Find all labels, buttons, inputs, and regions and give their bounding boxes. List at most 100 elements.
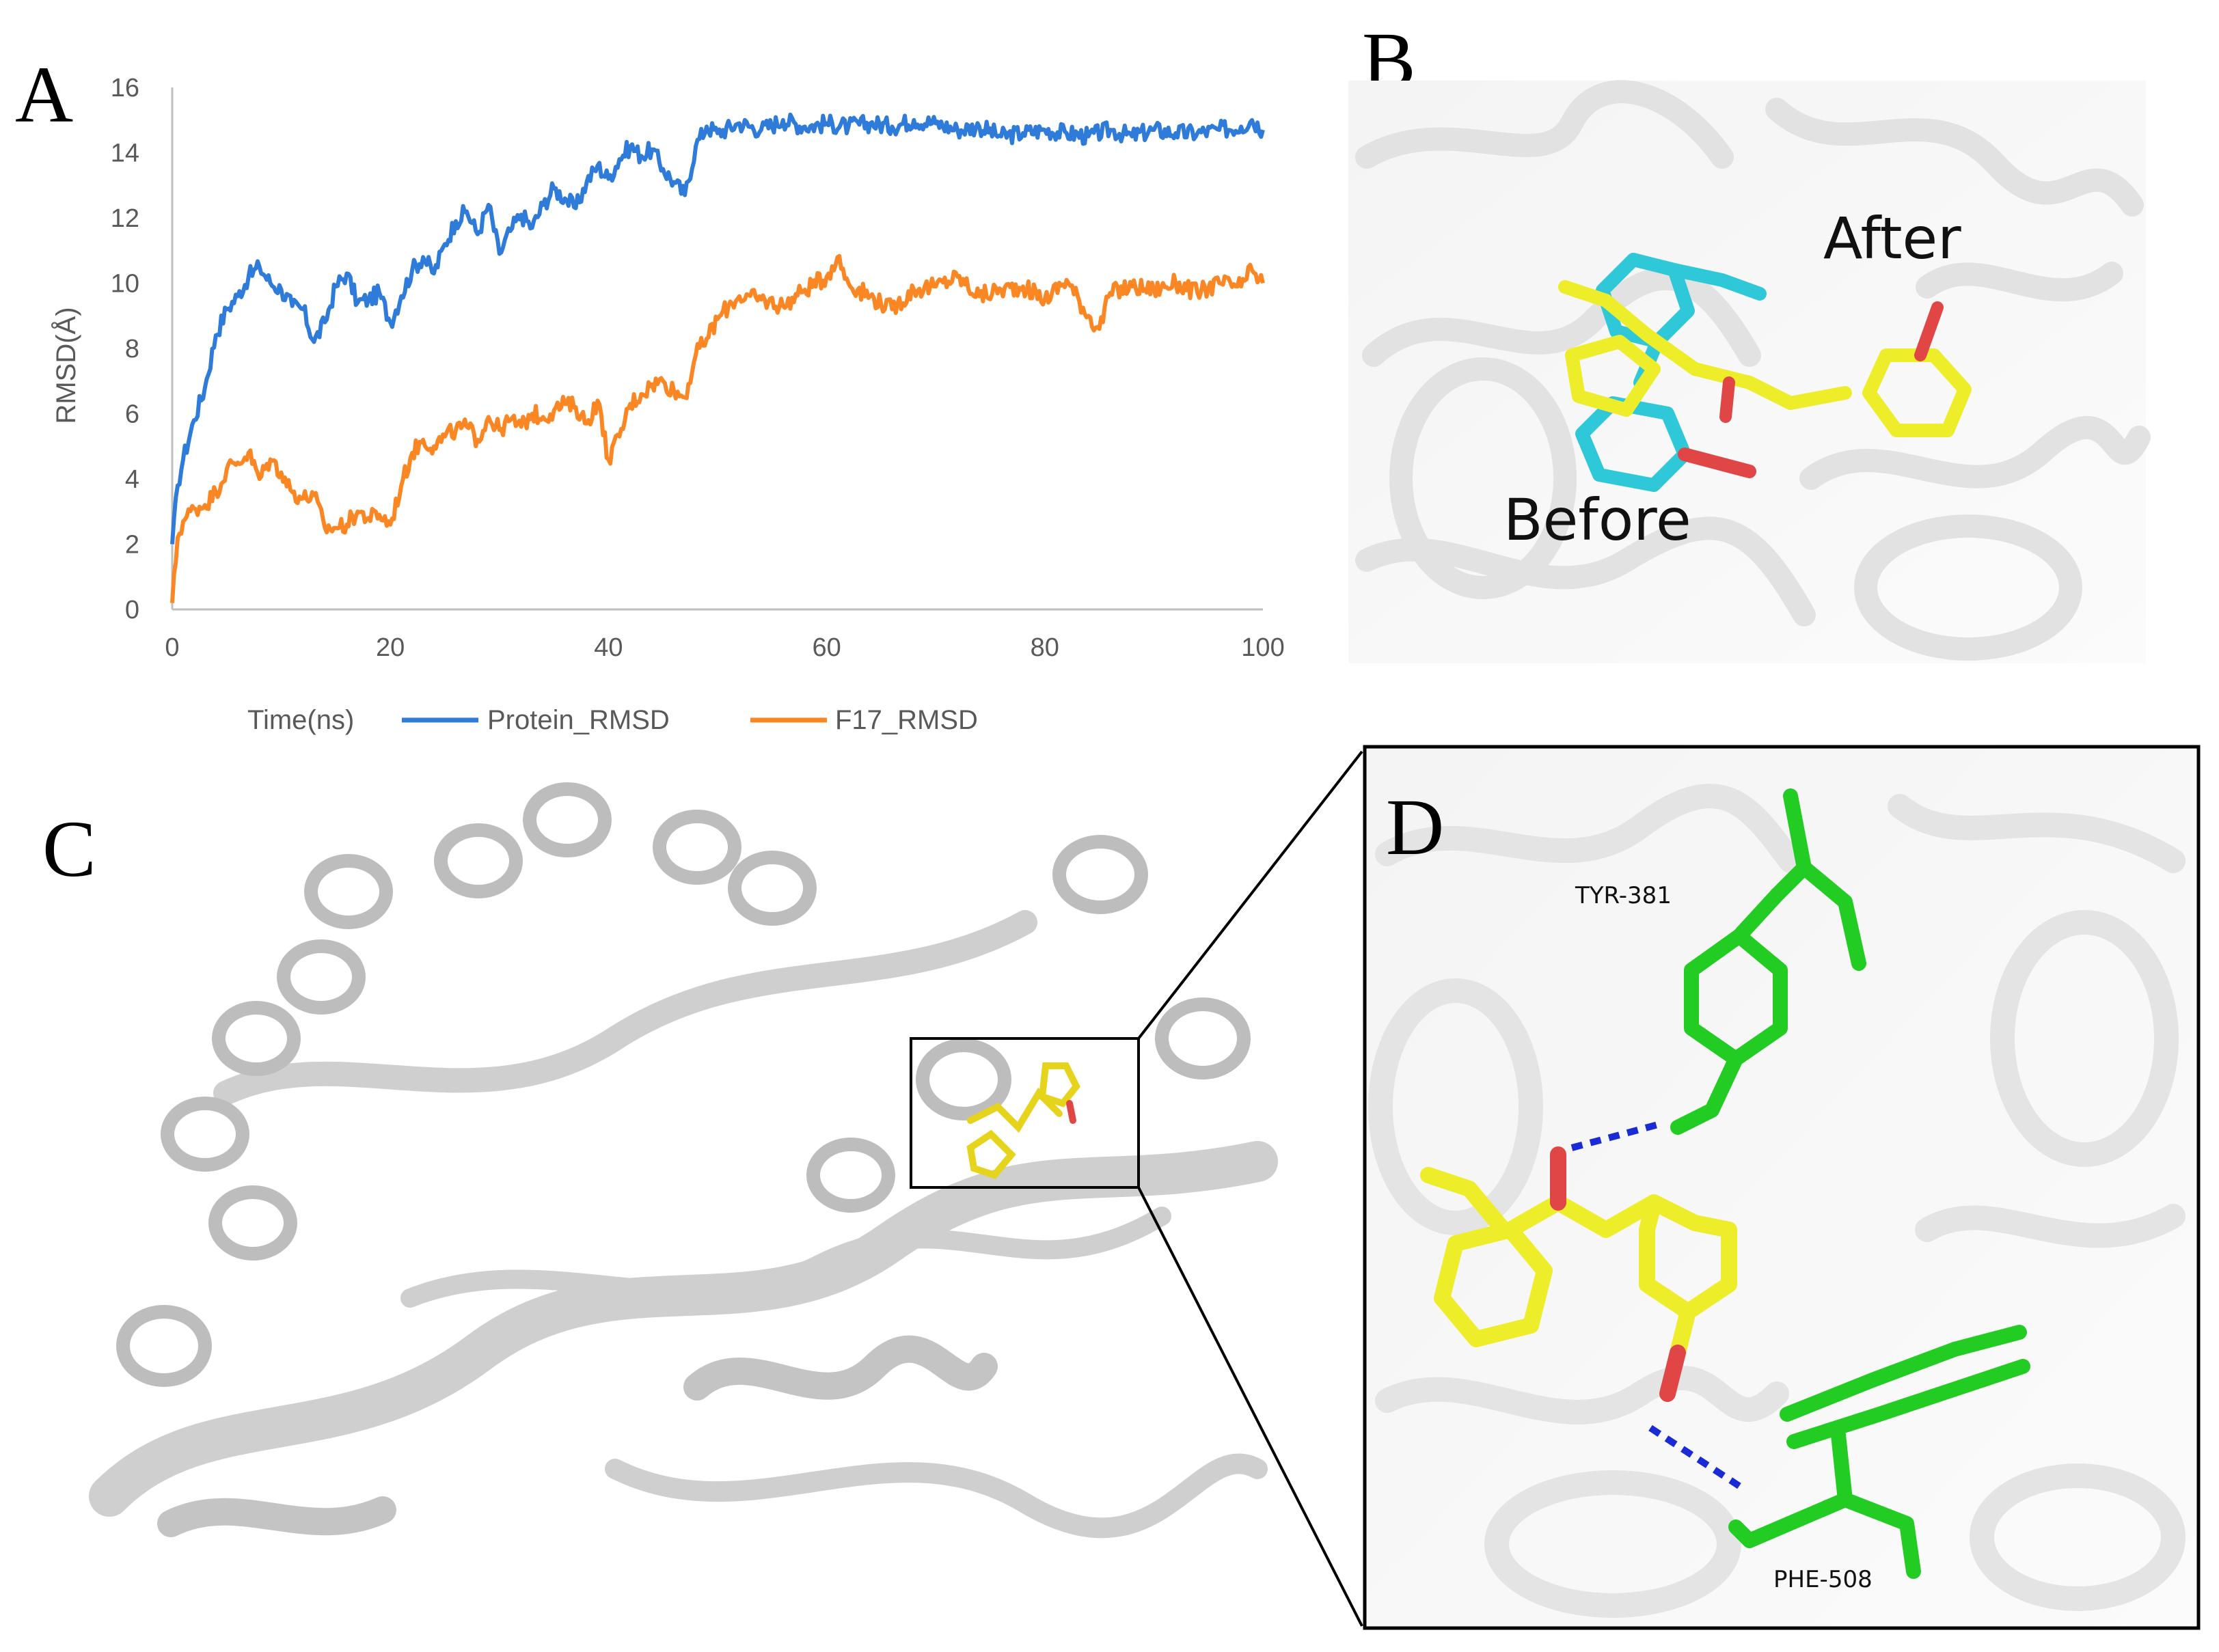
- tyr-backbone: [1797, 860, 1866, 971]
- ribbon-shape: [1362, 266, 1761, 367]
- helix-coil: [523, 782, 612, 857]
- helix-coil: [434, 823, 523, 898]
- ribbon-helix: [1990, 910, 2179, 1167]
- ribbon-shape: [1375, 784, 1803, 873]
- lower-helix: [683, 1335, 998, 1401]
- residue-label-phe: PHE-508: [1773, 1566, 1873, 1593]
- residue-label-tyr: TYR-381: [1575, 882, 1672, 909]
- lower-helix: [157, 1496, 396, 1537]
- helix-coils-top: [116, 782, 1251, 1387]
- yellow-chain: [1558, 280, 1852, 410]
- y-axis-label: RMSD(Å): [51, 307, 81, 424]
- y-tick-label: 0: [125, 596, 139, 624]
- ribbon-shape: [1888, 794, 2186, 873]
- phe-ring-edge: [1780, 1325, 2027, 1422]
- y-tick-label: 16: [111, 74, 139, 102]
- x-tick-label: 0: [165, 633, 179, 662]
- helix-coil: [116, 1305, 212, 1387]
- cyan-bond: [1667, 263, 1767, 301]
- helix-coil: [1155, 997, 1251, 1079]
- ribbon-shape: [1916, 262, 2123, 302]
- ribbon-helix: [1970, 1463, 2186, 1611]
- helix-coil: [728, 851, 817, 926]
- helix-coil: [806, 1138, 895, 1213]
- panel-letter-c: C: [42, 804, 96, 894]
- y-tick-label: 14: [111, 139, 139, 168]
- ribbon-shape: [1765, 98, 2144, 217]
- helix-coil: [916, 1038, 1011, 1120]
- oxygen-bond: [1678, 448, 1756, 478]
- ribbon-background-d: [1368, 784, 2186, 1618]
- phe-backbone: [1838, 1492, 1921, 1579]
- ligand-after-yellow: [1558, 280, 1972, 437]
- x-axis-label: Time(ns): [247, 705, 354, 735]
- x-tick-label: 60: [812, 633, 841, 662]
- loop: [213, 910, 1037, 1105]
- ligand-oxygen: [1066, 1100, 1076, 1124]
- zoom-connector-bottom: [1137, 1187, 1363, 1627]
- label-before: Before: [1503, 486, 1691, 553]
- y-tick-label: 10: [111, 270, 139, 299]
- helix-coil: [304, 854, 393, 929]
- ribbon-shape: [1355, 517, 1816, 627]
- ribbon-helix: [1484, 1470, 1741, 1618]
- ligand-ring: [1038, 1062, 1080, 1107]
- panel-b-image: After Before: [1348, 80, 2151, 663]
- series-line-f17-rmsd: [170, 253, 1265, 603]
- ligand-methyl: [1420, 1167, 1512, 1238]
- legend-label-protein: Protein_RMSD: [487, 705, 670, 735]
- yellow-ring-right: [1862, 348, 1972, 437]
- ribbon-helix: [1854, 514, 2082, 661]
- panel-letter-d: D: [1386, 782, 1444, 872]
- oxygen-bond: [1719, 376, 1735, 423]
- zoom-connector-top: [1137, 750, 1363, 1040]
- legend-label-f17: F17_RMSD: [835, 705, 978, 735]
- cyan-ring-bottom: [1575, 396, 1691, 492]
- ligand-in-pocket: [966, 1062, 1080, 1179]
- ribbon-shape: [1799, 416, 2151, 490]
- loop: [400, 1207, 1171, 1308]
- phe-backbone: [1728, 1519, 1757, 1548]
- rmsd-chart: 0 2 4 6 8 10 12 14 16 0 20 40 60 80 100 RMSD(Å) Time(n…: [51, 74, 1285, 735]
- panel-d: D TYR-381 PHE-508: [1363, 745, 2201, 1630]
- y-tick-label: 8: [125, 335, 139, 363]
- residue-phe-508: [1728, 1325, 2030, 1579]
- helix-coil: [1052, 835, 1148, 914]
- helix-coil: [208, 1185, 297, 1261]
- panel-a: A 0 2 4 6 8 10 12 14 16 0 20 40 60 80 100 RMSD(Å) Time…: [15, 50, 1285, 735]
- x-tick-label: 40: [594, 633, 623, 662]
- loop: [605, 1453, 1268, 1539]
- ribbon-helix: [1389, 357, 1577, 599]
- chart-axes: 0 2 4 6 8 10 12 14 16 0 20 40 60 80 100: [111, 74, 1285, 662]
- ribbon-shape: [1915, 1204, 2186, 1248]
- series-line-protein-rmsd: [170, 112, 1265, 545]
- helix-coil: [212, 1001, 301, 1076]
- residue-tyr-381: [1670, 788, 1866, 1135]
- y-tick-label: 4: [125, 465, 139, 494]
- hbond-tyr: [1570, 1120, 1662, 1151]
- ligand-hydroxyl-oxygen: [1659, 1345, 1686, 1402]
- label-after: After: [1823, 205, 1961, 272]
- tyr-hydroxyl: [1670, 1051, 1743, 1135]
- helix-coil: [277, 939, 366, 1015]
- x-tick-label: 20: [376, 633, 405, 662]
- panel-c: C: [42, 750, 1363, 1627]
- helix-coil: [161, 1097, 249, 1172]
- x-tick-label: 80: [1031, 633, 1059, 662]
- x-tick-label: 100: [1241, 633, 1284, 662]
- panel-letter-a: A: [15, 50, 73, 139]
- protein-cartoon: [89, 782, 1278, 1539]
- panel-d-frame: [1363, 745, 2201, 1630]
- helix-coil: [653, 810, 741, 885]
- ligand-ring: [966, 1129, 1016, 1179]
- y-tick-label: 2: [125, 531, 139, 560]
- ribbon-shape: [1355, 80, 1734, 169]
- chart-series: [170, 112, 1265, 603]
- ribbon-background-b: [1355, 80, 2151, 661]
- y-tick-label: 6: [125, 400, 139, 429]
- chart-legend: Time(ns) Protein_RMSD F17_RMSD: [247, 705, 978, 735]
- y-tick-label: 12: [111, 204, 139, 233]
- ligand-linker: [1502, 1194, 1662, 1238]
- ligand-ring-right: [1639, 1194, 1737, 1320]
